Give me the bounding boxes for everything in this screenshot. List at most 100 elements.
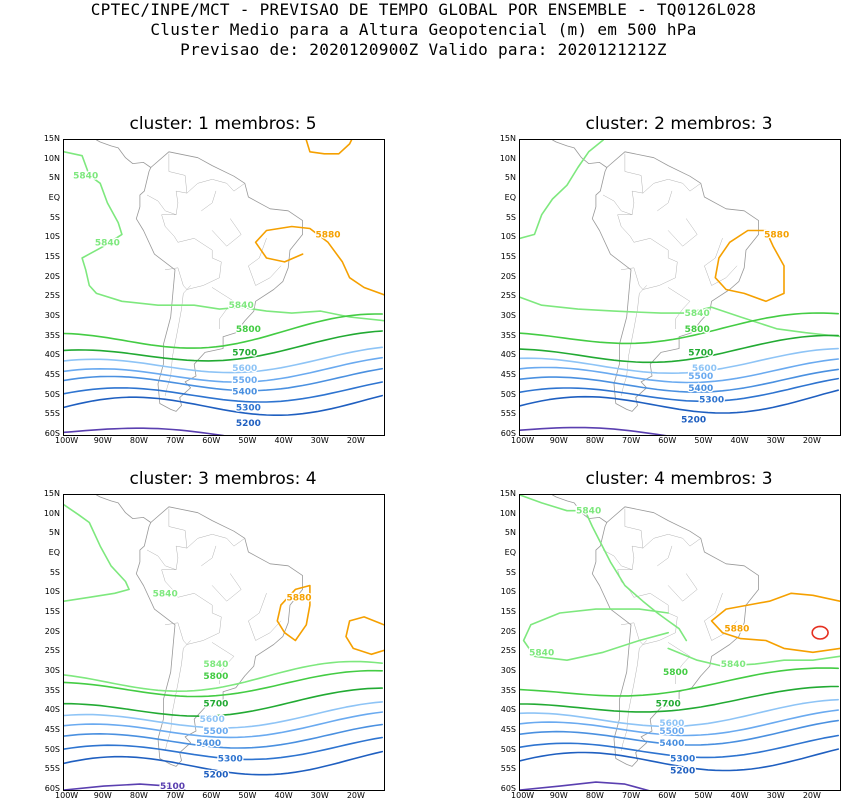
longitude-tick-label: 50W [694, 436, 713, 445]
contour-label: 5600 [659, 719, 684, 729]
contour-label: 5200 [236, 419, 261, 429]
contour-label: 5840 [153, 589, 178, 599]
longitude-tick-label: 90W [549, 791, 568, 800]
country-border [624, 508, 644, 549]
country-border [667, 218, 698, 247]
contour-label: 5800 [236, 325, 261, 335]
longitude-tick-label: 100W [511, 791, 535, 800]
isoline-5500 [64, 711, 383, 739]
longitude-tick-label: 30W [310, 436, 329, 445]
contour-label: 5800 [663, 668, 688, 678]
country-border [168, 153, 188, 194]
country-border [667, 573, 698, 602]
isoline-5400 [520, 719, 839, 746]
contour-label: 5840 [685, 309, 710, 319]
longitude-tick-label: 20W [802, 436, 821, 445]
isoline-5500 [520, 709, 839, 737]
latitude-tick-label: 20S [500, 271, 516, 281]
isoline-5300 [520, 377, 839, 403]
longitude-tick-label: 20W [346, 791, 365, 800]
longitude-tick-label: 80W [129, 436, 148, 445]
isoline-5300 [64, 381, 383, 403]
panel-title: cluster: 1 membros: 5 [129, 114, 317, 134]
longitude-tick-label: 30W [766, 791, 785, 800]
longitude-tick-label: 70W [166, 791, 185, 800]
country-border [161, 557, 222, 645]
latitude-tick-label: 10S [44, 587, 60, 597]
coastline-central-america [552, 495, 608, 523]
latitude-tick-label: 25S [500, 291, 516, 301]
latitude-tick-label: EQ [504, 193, 516, 202]
contour-label: 5400 [688, 384, 713, 394]
contour-label: 5600 [692, 364, 717, 374]
longitude-tick-label: 60W [202, 791, 221, 800]
latitude-tick-label: 50S [44, 744, 60, 754]
coastline-south-america [591, 151, 759, 412]
longitude-tick-label: 30W [766, 436, 785, 445]
latitude-tick-label: 45S [44, 370, 60, 379]
contour-label: 5400 [196, 739, 221, 749]
country-border [657, 545, 673, 567]
longitude-tick-label: 40W [730, 791, 749, 800]
longitude-tick-label: 100W [55, 436, 79, 445]
country-border [667, 287, 691, 330]
latitude-tick-label: 40S [44, 350, 60, 360]
isoline-5840 [64, 504, 130, 602]
longitude-tick-label: 20W [346, 436, 365, 445]
isoline-5880 [710, 592, 840, 634]
figure-header: CPTEC/INPE/MCT - PREVISAO DE TEMPO GLOBA… [0, 0, 847, 60]
country-border [624, 153, 644, 194]
latitude-tick-label: 30S [500, 311, 516, 320]
contour-label: 5840 [576, 507, 601, 517]
contour-label: 5200 [681, 415, 706, 425]
isoline-5840 [520, 296, 840, 338]
country-border [164, 285, 191, 396]
latitude-tick-label: 5N [504, 173, 516, 183]
isoline-5400 [64, 367, 383, 392]
contour-label: 5700 [688, 348, 713, 358]
country-border [602, 194, 633, 215]
latitude-tick-label: 60S [44, 429, 60, 438]
latitude-tick-label: 5S [49, 567, 60, 577]
coastline-central-america [552, 140, 608, 168]
isoline-5920 [811, 625, 829, 640]
latitude-tick-label: 10S [500, 232, 516, 242]
longitude-tick-label: 50W [694, 791, 713, 800]
contour-label: 5840 [229, 301, 254, 311]
latitude-tick-label: 5N [48, 528, 60, 538]
longitude-tick-label: 20W [802, 791, 821, 800]
latitude-tick-label: 10S [500, 587, 516, 597]
isoline-5880 [276, 584, 311, 642]
map-panel: 5840 5880 5840 5840 5800 5700 5600 5500 5400 5300… [519, 494, 841, 791]
coastline-south-america [135, 506, 303, 767]
contour-label: 5880 [724, 625, 749, 635]
country-border [248, 238, 282, 286]
country-border [146, 194, 177, 215]
longitude-tick-label: 70W [166, 436, 185, 445]
longitude-tick-label: 80W [585, 436, 604, 445]
latitude-tick-label: 20S [44, 626, 60, 636]
country-border [211, 642, 235, 685]
map-canvas: 5840 5840 5880 5840 5800 5700 5600 5500 5400 5300… [64, 140, 384, 435]
contour-label: 5200 [670, 766, 695, 776]
longitude-tick-label: 60W [658, 791, 677, 800]
country-border [211, 218, 242, 247]
longitude-tick-label: 80W [585, 791, 604, 800]
country-border [161, 202, 222, 290]
contour-label: 5600 [232, 364, 257, 374]
contour-label: 5500 [232, 376, 257, 386]
latitude-tick-label: 15S [500, 252, 516, 261]
latitude-tick-label: 60S [500, 784, 516, 793]
isoline-5500 [520, 358, 839, 384]
latitude-tick-label: 30S [44, 666, 60, 675]
contour-label: 5800 [685, 325, 710, 335]
latitude-tick-label: 5N [504, 528, 516, 538]
isoline-5100 [64, 427, 225, 435]
header-title: CPTEC/INPE/MCT - PREVISAO DE TEMPO GLOBA… [90, 0, 757, 19]
contour-label: 5300 [699, 396, 724, 406]
contour-label: 5700 [656, 700, 681, 710]
latitude-tick-label: EQ [48, 193, 60, 202]
isoline-5300 [520, 734, 839, 759]
isoline-5700 [520, 685, 839, 713]
